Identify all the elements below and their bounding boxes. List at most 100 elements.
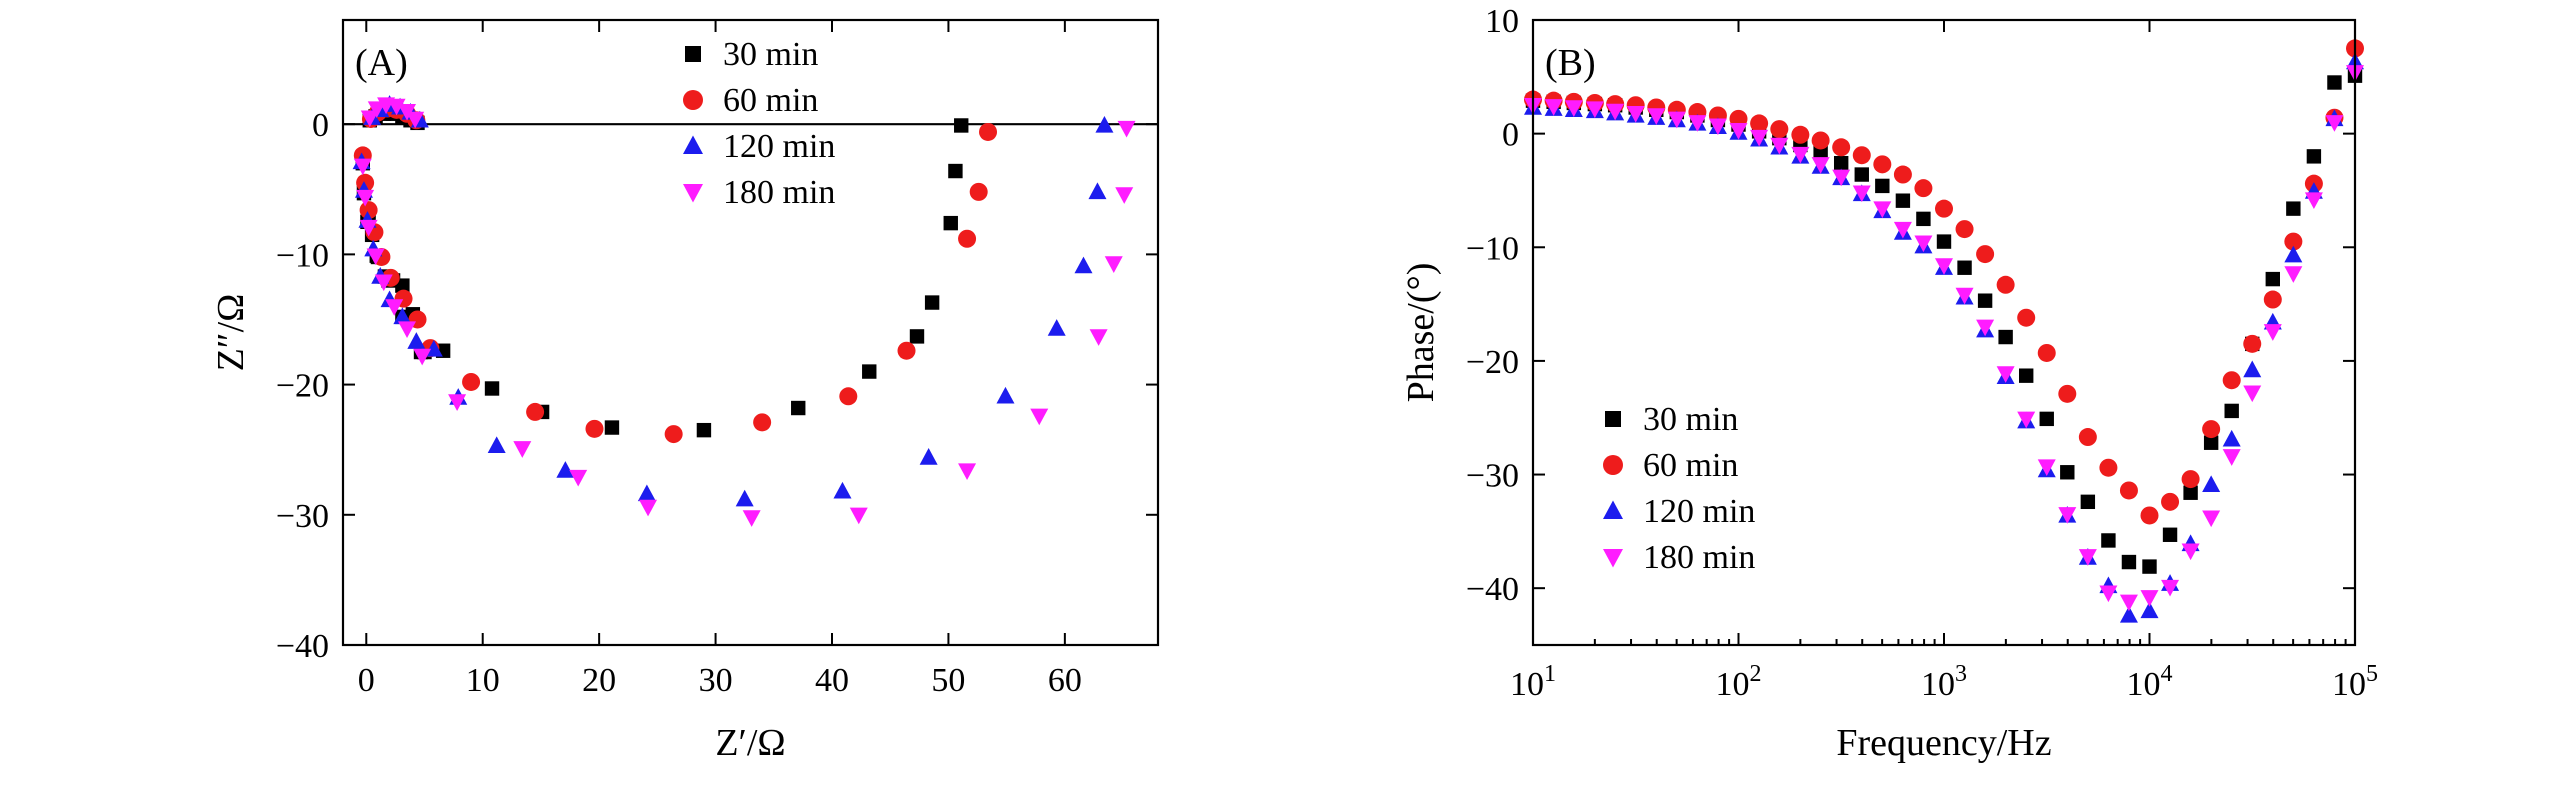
- data-point: [1047, 319, 1066, 336]
- data-point: [2140, 506, 2159, 525]
- data-point: [2017, 411, 2036, 429]
- x-axis-label: Z′/Ω: [715, 722, 785, 764]
- data-point: [1854, 167, 1869, 182]
- data-point: [2222, 449, 2241, 466]
- data-point: [1729, 123, 1748, 140]
- data-point: [2306, 149, 2322, 164]
- panel-label: (B): [1545, 42, 1596, 84]
- data-point: [513, 441, 532, 458]
- data-point: [862, 364, 877, 379]
- data-point: [897, 341, 916, 360]
- data-point: [958, 463, 977, 480]
- data-point: [1873, 201, 1892, 219]
- data-point: [1585, 101, 1604, 119]
- data-point: [753, 413, 772, 432]
- series-120-min: [1524, 52, 2364, 623]
- x-tick-label: 105: [2332, 661, 2378, 703]
- data-point: [367, 101, 386, 118]
- legend-marker: [683, 90, 703, 110]
- data-point: [1089, 329, 1108, 346]
- data-point: [1873, 155, 1892, 174]
- data-point: [2058, 384, 2077, 403]
- data-point: [2162, 527, 2178, 542]
- data-point: [1998, 329, 2013, 345]
- data-point: [2017, 308, 2036, 327]
- data-point: [1852, 185, 1871, 203]
- data-point: [1936, 234, 1952, 249]
- data-point: [2019, 368, 2034, 383]
- data-point: [954, 118, 969, 133]
- data-point: [924, 295, 940, 310]
- x-tick-label: 10: [466, 662, 500, 699]
- data-point: [2039, 411, 2054, 427]
- data-point: [2263, 324, 2282, 341]
- data-point: [2202, 510, 2221, 528]
- x-tick-label: 103: [1921, 661, 1967, 703]
- plot-frame: [341, 18, 1160, 647]
- y-tick-label: −30: [1466, 458, 1519, 495]
- series-60-min: [353, 99, 998, 444]
- data-point: [1893, 165, 1912, 184]
- data-point: [2140, 601, 2159, 619]
- data-point: [2037, 459, 2056, 477]
- data-point: [484, 381, 500, 396]
- data-point: [2121, 554, 2137, 570]
- data-point: [1832, 138, 1851, 157]
- data-point: [2060, 465, 2075, 480]
- data-point: [1813, 145, 1828, 161]
- data-point: [742, 510, 761, 527]
- data-point: [2101, 533, 2116, 548]
- legend-label: 60 min: [1643, 447, 1738, 484]
- data-point: [1811, 131, 1830, 150]
- data-point: [1750, 114, 1769, 133]
- data-point: [1832, 169, 1851, 187]
- data-point: [1647, 108, 1666, 125]
- data-point: [2099, 585, 2118, 603]
- data-point: [2119, 606, 2138, 623]
- data-point: [1750, 129, 1769, 147]
- data-point: [1117, 120, 1136, 138]
- data-point: [1935, 199, 1953, 218]
- panel-a-chart: 0 10 20 30 40 50 60 0 −10 −20 −30 −40 Z′/Ω Z″/Ω (A) 30 …: [210, 18, 1160, 764]
- data-point: [385, 299, 404, 316]
- data-point: [2304, 192, 2323, 209]
- data-point: [2119, 481, 2138, 500]
- data-point: [556, 461, 575, 478]
- data-point: [1935, 258, 1953, 275]
- data-point: [398, 321, 417, 339]
- data-point: [2263, 290, 2282, 309]
- data-point: [2203, 435, 2219, 450]
- data-point: [1914, 235, 1933, 253]
- data-point: [1875, 178, 1890, 194]
- data-point: [919, 448, 938, 465]
- data-point: [2080, 494, 2096, 510]
- data-point: [1811, 157, 1830, 174]
- data-point: [1914, 179, 1933, 198]
- data-point: [569, 469, 588, 487]
- data-point: [360, 110, 379, 128]
- data-point: [407, 332, 426, 349]
- data-point: [1833, 155, 1849, 171]
- data-point: [2161, 492, 2180, 511]
- data-point: [1893, 221, 1912, 239]
- data-point: [1115, 187, 1134, 204]
- data-point: [1957, 260, 1972, 275]
- x-tick-label: 20: [582, 662, 616, 699]
- data-point: [2181, 470, 2200, 489]
- data-point: [1791, 125, 1810, 144]
- y-tick-label: −10: [276, 237, 329, 274]
- data-point: [526, 402, 545, 421]
- data-point: [406, 111, 425, 129]
- data-point: [909, 329, 925, 344]
- y-tick-label: 0: [1502, 117, 1519, 154]
- data-point: [413, 348, 432, 366]
- data-point: [1088, 182, 1107, 200]
- data-point: [1708, 118, 1727, 136]
- x-tick-label: 60: [1048, 662, 1082, 699]
- data-point: [462, 372, 481, 391]
- legend-marker: [1603, 455, 1623, 475]
- data-point: [2140, 590, 2159, 607]
- data-point: [639, 499, 658, 517]
- legend: 30 min 60 min 120 min 180 min: [683, 36, 835, 211]
- data-point: [2181, 543, 2200, 561]
